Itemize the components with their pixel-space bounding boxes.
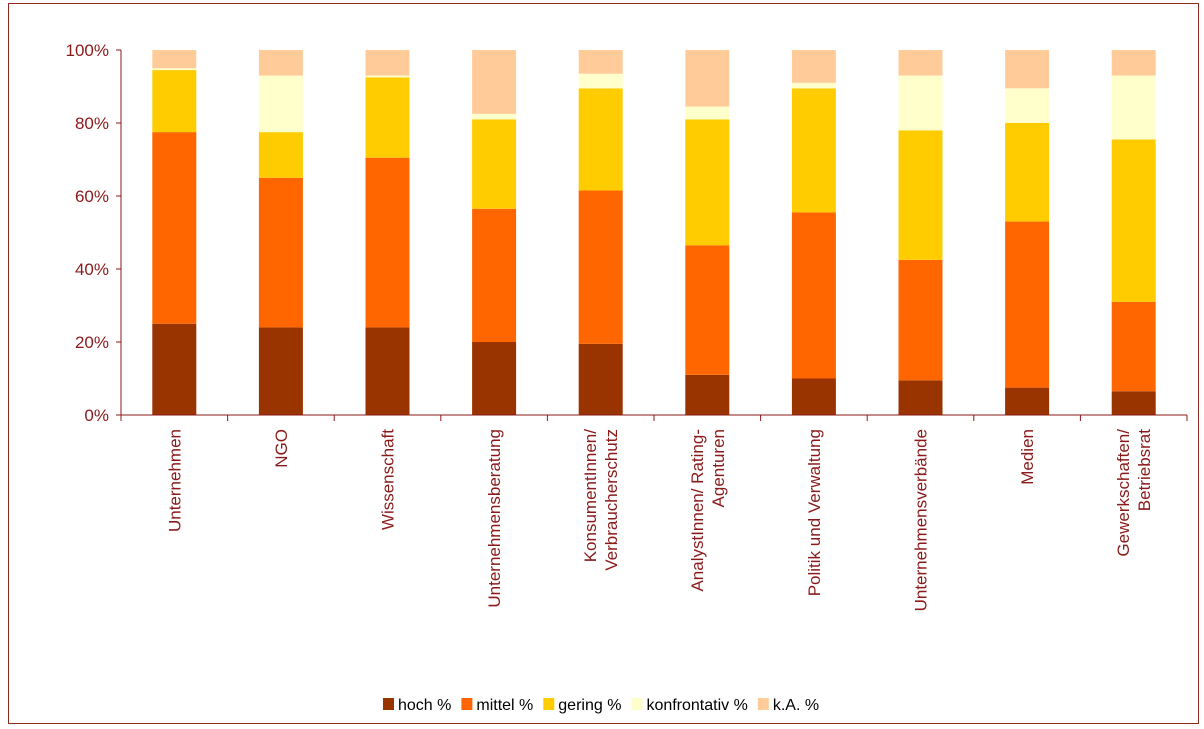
legend-swatch [757,698,769,710]
legend-label: hoch % [398,697,451,714]
bar-segment [791,212,836,379]
x-category-label: Unternehmensberatung [485,429,504,608]
x-category-label: Betriebsrat [1135,429,1154,511]
bar-segment [152,68,197,71]
bar-segment [578,190,623,344]
bar-segment [258,132,303,178]
bar-segment [365,50,410,76]
bar-segment [1005,88,1050,123]
bar-segment [258,75,303,133]
bar-segment [365,157,410,328]
bar-segment [152,323,197,415]
x-category-label: Politik und Verwaltung [805,429,824,596]
bar-segment [152,70,197,133]
bar-segment [1005,221,1050,388]
bar-segment [1111,139,1156,302]
bar-segment [578,50,623,74]
x-category-label: Wissenschaft [379,429,398,530]
bars [152,50,1156,415]
bar-segment [791,82,836,89]
bar-segment [258,177,303,328]
y-tick-label: 0% [84,406,109,425]
legend: hoch % mittel % gering % konfrontativ % k.A.… [383,697,819,714]
bar-segment [365,327,410,415]
bar-segment [1005,123,1050,222]
bar-segment [472,113,517,120]
bar-segment [472,50,517,114]
x-category-label: Gewerkschaften/ [1114,429,1133,557]
bar-segment [898,75,943,131]
bar-segment [1111,75,1156,140]
x-axis: Unternehmen NGO Wissenschaft Unternehmensbe… [120,414,1188,611]
bar-segment [685,119,730,246]
bar-segment [898,50,943,76]
bar-segment [365,75,410,78]
x-category-label: Medien [1018,429,1037,485]
x-category-label: Unternehmensverbände [912,429,931,611]
bar-segment [685,245,730,375]
legend-swatch [543,698,555,710]
x-category-label: AnalystInnen/ Rating- [688,429,707,592]
bar-segment [685,374,730,415]
legend-label: gering % [558,697,621,714]
y-tick-label: 40% [75,260,109,279]
bar-segment [1005,387,1050,415]
bar-segment [578,73,623,89]
x-category-label: NGO [272,429,291,468]
y-tick-label: 80% [75,114,109,133]
bar-segment [791,50,836,83]
bar-segment [365,77,410,158]
legend-swatch [383,698,394,710]
x-category-label: KonsumentInnen/ [581,429,600,563]
stacked-bar-chart: 0% 20% 40% 60% 80% 100% Unternehmen NGO Wissens… [66,41,1188,714]
y-axis: 0% 20% 40% 60% 80% 100% [66,41,122,425]
bar-segment [898,259,943,381]
bar-segment [898,380,943,415]
x-category-label: Verbraucherschutz [602,429,621,571]
y-tick-label: 60% [75,187,109,206]
bar-segment [258,50,303,76]
x-category-label: Agenturen [709,429,728,507]
y-tick-label: 100% [66,41,109,60]
legend-label: mittel % [476,697,533,714]
y-tick-label: 20% [75,333,109,352]
bar-segment [1111,301,1156,392]
bar-segment [898,130,943,260]
bar-segment [152,50,197,69]
bar-segment [258,327,303,415]
bar-segment [1111,50,1156,76]
x-category-label: Unternehmen [165,429,184,532]
bar-segment [791,378,836,415]
bar-segment [152,132,197,324]
legend-swatch [461,698,473,710]
bar-segment [685,50,730,107]
bar-segment [1005,50,1050,89]
legend-label: k.A. % [773,697,819,714]
bar-segment [472,119,517,209]
bar-segment [472,208,517,342]
bar-segment [685,106,730,120]
bar-segment [578,88,623,191]
bar-segment [472,342,517,415]
bar-segment [1111,391,1156,415]
bar-segment [578,343,623,415]
legend-label: konfrontativ % [646,697,747,714]
chart-frame: 0% 20% 40% 60% 80% 100% Unternehmen NGO Wissens… [8,3,1199,724]
legend-swatch [631,698,643,710]
bar-segment [791,88,836,213]
